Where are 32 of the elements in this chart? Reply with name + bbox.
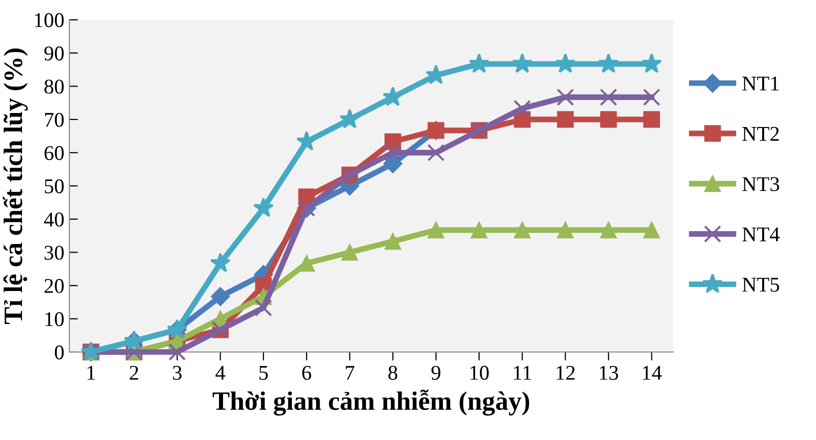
- x-tick-label: 4: [216, 366, 226, 380]
- y-tick-label: 0: [54, 345, 64, 360]
- y-tick-label: 40: [44, 212, 64, 227]
- y-tick-label: 60: [44, 146, 64, 160]
- y-tick-label: 20: [44, 278, 64, 293]
- x-tick-label: 2: [130, 366, 138, 380]
- x-tick-label: 12: [556, 366, 575, 380]
- y-tick-label: 50: [44, 179, 64, 194]
- x-tick-label: 10: [470, 366, 489, 380]
- x-tick-label: 3: [172, 366, 182, 380]
- y-axis-title: Tỉ lệ cá chết tích lũy (%): [2, 48, 28, 324]
- x-tick-label: 9: [431, 366, 440, 380]
- y-tick-label: 30: [44, 246, 64, 260]
- legend-label: NT5: [742, 278, 780, 292]
- y-tick-label: 80: [44, 80, 64, 94]
- y-tick-label: 70: [45, 112, 64, 127]
- x-tick-label: 11: [514, 366, 532, 380]
- legend-label: NT3: [742, 177, 780, 192]
- x-tick-label: 14: [643, 366, 662, 380]
- legend-label: NT4: [742, 228, 780, 242]
- legend-label: NT1: [742, 76, 779, 90]
- x-tick-label: 1: [88, 366, 95, 380]
- x-tick-label: 13: [600, 366, 618, 380]
- legend-label: NT2: [742, 126, 779, 141]
- y-tick-label: 90: [44, 46, 64, 60]
- x-tick-label: 5: [259, 366, 268, 380]
- y-tick-label: 100: [35, 13, 64, 28]
- x-axis-title: Thời gian cảm nhiễm (ngày): [212, 390, 530, 416]
- x-tick-label: 8: [388, 366, 398, 380]
- x-tick-label: 6: [302, 366, 312, 380]
- x-tick-label: 7: [346, 366, 354, 380]
- y-tick-label: 10: [46, 312, 64, 326]
